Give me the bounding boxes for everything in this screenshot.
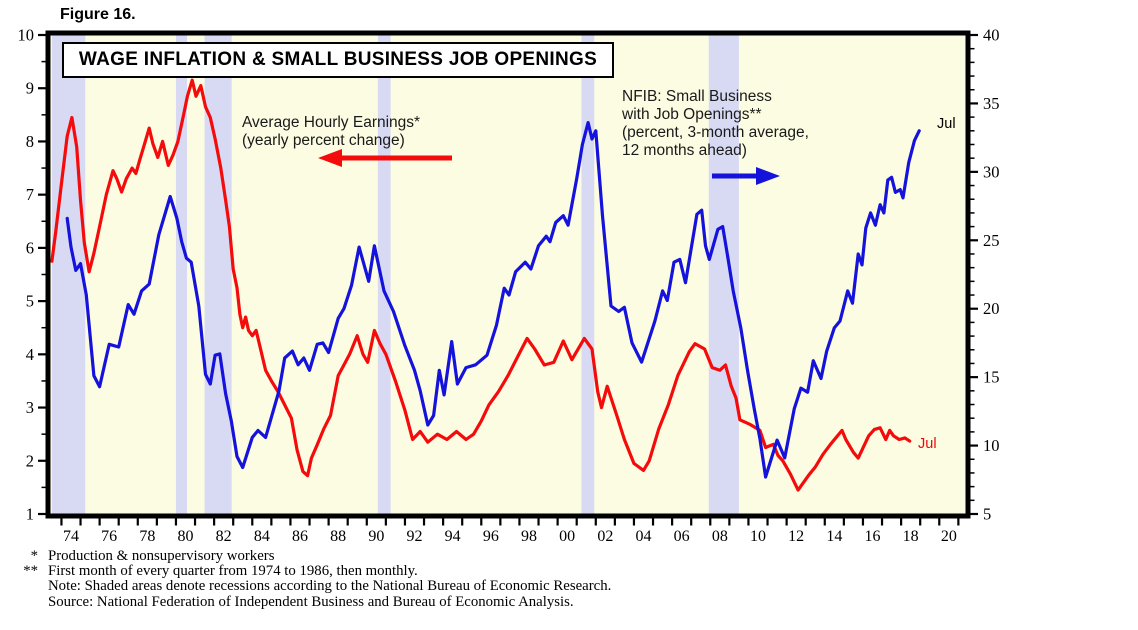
ahe-series-label: Average Hourly Earnings* (yearly percent… bbox=[242, 114, 421, 149]
footnote-line: Note: Shaded areas denote recessions acc… bbox=[16, 579, 611, 594]
x-axis-label: 86 bbox=[292, 528, 308, 545]
footnote-text: First month of every quarter from 1974 t… bbox=[48, 563, 418, 580]
x-axis-label: 96 bbox=[483, 528, 499, 545]
x-axis-label: 20 bbox=[941, 528, 957, 545]
series-ahe bbox=[50, 78, 912, 492]
left-axis-label: 6 bbox=[26, 238, 34, 257]
plot-frame bbox=[45, 30, 971, 519]
x-axis-label: 84 bbox=[254, 528, 270, 545]
figure-label: Figure 16. bbox=[60, 6, 136, 23]
nfib-right-arrow-icon bbox=[712, 167, 780, 185]
recession-band bbox=[377, 33, 391, 516]
left-axis-label: 5 bbox=[26, 292, 34, 311]
right-axis-label: 30 bbox=[983, 162, 1000, 181]
left-axis-label: 2 bbox=[26, 451, 34, 470]
recession-band bbox=[581, 33, 595, 516]
left-axis-label: 9 bbox=[26, 79, 34, 98]
recession-bands bbox=[51, 33, 739, 516]
nfib-series-label: NFIB: Small Business with Job Openings**… bbox=[622, 88, 809, 159]
x-axis-label: 80 bbox=[177, 528, 193, 545]
footnote-marker bbox=[16, 579, 38, 594]
plot-area bbox=[48, 33, 968, 516]
right-axis-label: 5 bbox=[983, 505, 991, 524]
x-axis-label: 14 bbox=[826, 528, 842, 545]
arrow-head bbox=[756, 167, 780, 185]
x-axis-label: 88 bbox=[330, 528, 346, 545]
chart-title-box: WAGE INFLATION & SMALL BUSINESS JOB OPEN… bbox=[62, 42, 614, 78]
x-axis-label: 18 bbox=[903, 528, 919, 545]
ahe-left-arrow-icon bbox=[318, 149, 452, 167]
x-axis-label: 76 bbox=[101, 528, 117, 545]
x-axis-label: 10 bbox=[750, 528, 766, 545]
x-axis-label: 94 bbox=[445, 528, 461, 545]
footnote-line: ** First month of every quarter from 197… bbox=[16, 564, 611, 579]
nfib-end-label: Jul bbox=[937, 116, 956, 132]
footnote-marker bbox=[16, 595, 38, 610]
left-axis-labels: 1 2 3 4 5 6 7 8 9 10 bbox=[18, 26, 35, 524]
chart-title: WAGE INFLATION & SMALL BUSINESS JOB OPEN… bbox=[78, 49, 598, 70]
left-axis-ticks bbox=[38, 33, 47, 516]
x-axis-label: 00 bbox=[559, 528, 575, 545]
series-nfib bbox=[65, 120, 921, 479]
x-axis-label: 74 bbox=[63, 528, 79, 545]
footnote-text: Production & nonsupervisory workers bbox=[48, 548, 275, 564]
left-axis-label: 7 bbox=[26, 185, 34, 204]
x-axis-label: 04 bbox=[635, 528, 651, 545]
x-axis-label: 90 bbox=[368, 528, 384, 545]
right-axis-labels: 5 10 15 20 25 30 35 40 bbox=[983, 26, 1000, 524]
footnote-line: Source: National Federation of Independe… bbox=[16, 593, 611, 610]
footnote-marker: * bbox=[30, 548, 38, 564]
left-axis-label: 10 bbox=[18, 26, 35, 45]
recession-band bbox=[51, 33, 86, 516]
right-axis-label: 25 bbox=[983, 231, 1000, 250]
recession-band bbox=[175, 33, 188, 516]
left-axis-label: 1 bbox=[26, 505, 34, 524]
x-axis-label: 16 bbox=[864, 528, 880, 545]
footnote-marker: ** bbox=[23, 563, 38, 580]
right-axis-label: 10 bbox=[983, 436, 1000, 455]
left-axis-label: 3 bbox=[26, 398, 34, 417]
left-axis-label: 4 bbox=[26, 345, 34, 364]
x-axis-label: 02 bbox=[597, 528, 613, 545]
recession-band bbox=[204, 33, 232, 516]
right-axis-ticks bbox=[969, 33, 978, 516]
recession-band bbox=[708, 33, 739, 516]
x-axis-ticks bbox=[60, 517, 960, 526]
x-axis-labels: 74 76 78 80 82 84 86 88 90 92 94 96 98 00 02 04 06 08 10 12… bbox=[63, 528, 957, 545]
right-axis-label: 40 bbox=[983, 26, 1000, 45]
right-axis-label: 15 bbox=[983, 368, 1000, 387]
footnote-line: * Production & nonsupervisory workers bbox=[16, 548, 611, 564]
footnote-text: Source: National Federation of Independe… bbox=[48, 593, 574, 610]
ahe-end-label: Jul bbox=[918, 436, 937, 452]
footnotes: * Production & nonsupervisory workers **… bbox=[16, 548, 611, 610]
x-axis-label: 82 bbox=[216, 528, 232, 545]
footnote-text: Note: Shaded areas denote recessions acc… bbox=[48, 578, 612, 595]
arrow-head bbox=[318, 149, 342, 167]
x-axis-label: 08 bbox=[712, 528, 728, 545]
x-axis-label: 92 bbox=[406, 528, 422, 545]
right-axis-label: 35 bbox=[983, 94, 1000, 113]
x-axis-label: 12 bbox=[788, 528, 804, 545]
left-axis-label: 8 bbox=[26, 132, 34, 151]
x-axis-label: 98 bbox=[521, 528, 537, 545]
x-axis-label: 06 bbox=[674, 528, 690, 545]
right-axis-label: 20 bbox=[983, 299, 1000, 318]
x-axis-label: 78 bbox=[139, 528, 155, 545]
